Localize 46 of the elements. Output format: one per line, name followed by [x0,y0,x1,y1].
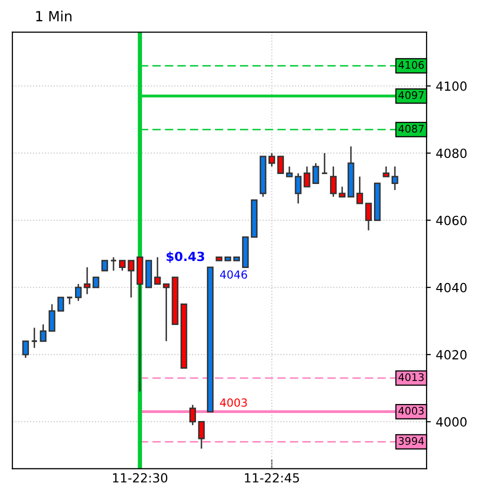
candlestick [189,404,196,426]
candlestick [22,340,29,359]
candlestick [198,421,205,450]
ref-line-label: 4106 [398,60,424,69]
candlestick [392,166,398,191]
candlestick [75,283,82,302]
candlestick [162,283,170,342]
candlestick [118,260,126,272]
candlestick [294,172,302,204]
y-tick-label: 4080 [436,148,467,158]
candlestick [57,296,64,312]
candlestick [356,176,364,204]
ref-line-label: 4003 [398,406,424,415]
candlestick [286,166,293,178]
candlestick [101,260,108,272]
candlestick [92,276,100,288]
candlestick [312,162,320,184]
ref-line-label: 3994 [398,437,424,445]
ref-line-label: 4097 [398,91,424,100]
annotation: 4046 [220,270,248,279]
candlestick [128,260,134,298]
y-tick-label: 4100 [436,81,467,91]
annotation: $0.43 [166,251,204,263]
candlestick [277,156,284,174]
candlestick [110,256,117,272]
y-tick-label: 4040 [436,282,467,292]
ref-line-label: 4013 [398,373,424,382]
annotation: 4003 [220,398,247,407]
candlestick [304,166,310,188]
candlestick [330,166,337,198]
candlestick [30,327,38,349]
chart-title: 1 Min [36,10,72,22]
candlestick [338,186,346,198]
ref-line-label: 4087 [398,124,424,133]
y-tick-label: 4020 [436,350,467,360]
candlestick [48,304,56,332]
candlestick [365,202,372,232]
candlestick [268,152,276,168]
candlestick [40,324,47,342]
y-tick-label: 4000 [436,417,467,427]
candlestick [382,166,390,178]
x-tick-label: 11-22:45 [244,473,299,483]
y-tick-label: 4060 [436,216,467,226]
x-tick-label: 11-22:30 [113,473,168,483]
candlestick [84,266,90,295]
candlestick [154,256,161,285]
